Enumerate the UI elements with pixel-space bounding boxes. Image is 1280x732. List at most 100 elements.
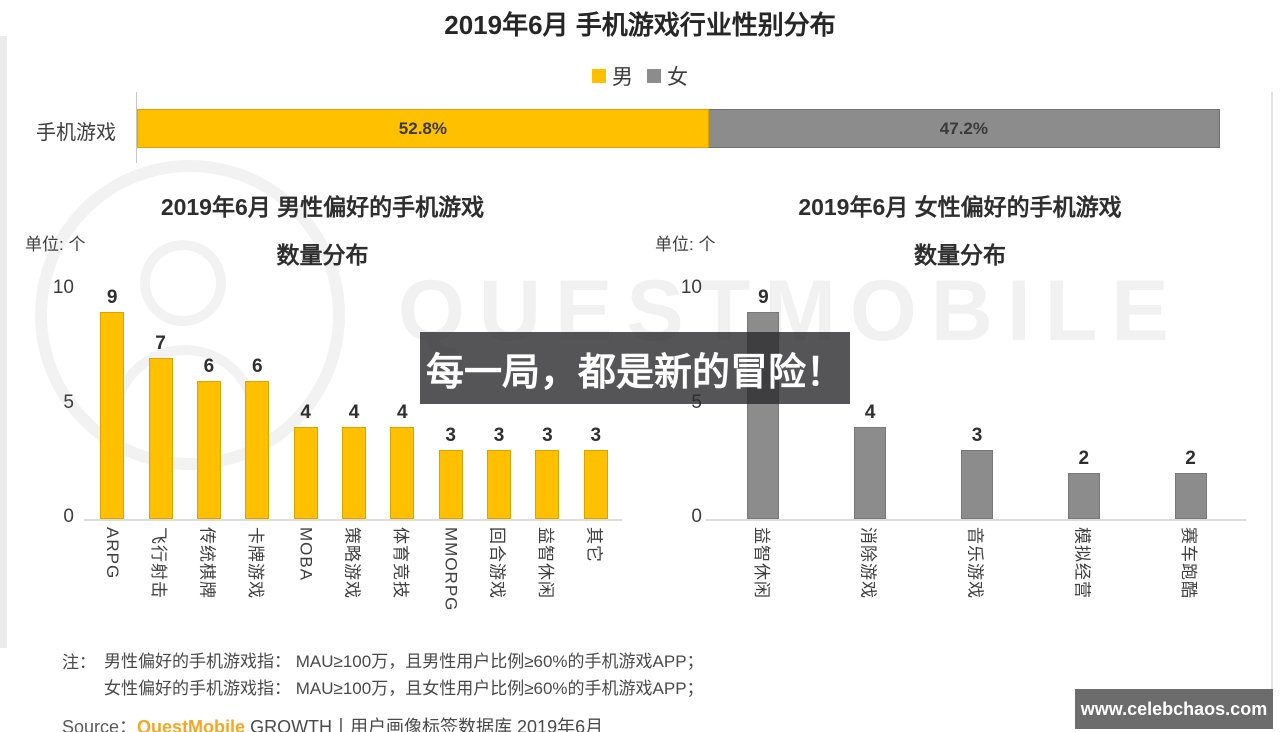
category-label-text: 益智休闲 (535, 527, 555, 599)
gender-bar-row-label: 手机游戏 (36, 122, 116, 144)
overlay-quote-box: 每一局，都是新的冒险！ (420, 332, 850, 404)
category-label-text: 音乐游戏 (965, 527, 985, 599)
overlay-quote-text: 每一局，都是新的冒险！ (425, 351, 844, 394)
bar-column: 3 (475, 270, 523, 519)
site-watermark-url: www.celebchaos.com (1080, 698, 1268, 719)
bar-value-label: 2 (1078, 448, 1090, 469)
male-chart-subtitle: 数量分布 (276, 242, 369, 268)
female-chart-category-labels: 益智休闲 消除游戏 音乐游戏 模拟经营 赛车跑酷 (710, 527, 1244, 652)
legend-male-label: 男 (612, 66, 633, 89)
bar-value-label: 2 (1185, 448, 1196, 469)
female-share-segment: 47.2% (708, 109, 1220, 148)
category-label-text: 飞行射击 (149, 527, 169, 599)
category-label-text: 其它 (584, 527, 604, 563)
footnote-line-female: 女性偏好的手机游戏指： MAU≥100万，且女性用户比例≥60%的手机游戏APP… (104, 679, 704, 698)
source-brand: QuestMobile (137, 717, 246, 732)
bar-value-label: 4 (348, 402, 360, 423)
category-label: MOBA (281, 527, 329, 652)
bar-value-label: 9 (758, 287, 769, 308)
category-label: 其它 (572, 527, 620, 652)
bar-column: 4 (330, 270, 378, 519)
female-chart-title: 2019年6月 女性偏好的手机游戏 (798, 194, 1122, 220)
category-label-text: 益智休闲 (751, 527, 771, 599)
category-label: 赛车跑酷 (1137, 527, 1244, 652)
footnote-line-male: 男性偏好的手机游戏指： MAU≥100万，且男性用户比例≥60%的手机游戏APP… (104, 652, 704, 671)
footnote-prefix: 注： (62, 653, 96, 672)
female-chart-baseline (706, 519, 1246, 521)
male-chart-ytick-0: 0 (63, 506, 74, 527)
bar-column: 4 (378, 270, 426, 519)
female-chart-unit-label: 单位: 个 (655, 235, 716, 254)
category-label: 音乐游戏 (924, 527, 1031, 652)
right-edge-line (1271, 92, 1273, 710)
legend-item-male: 男 (592, 61, 633, 91)
source-rest: GROWTH丨用户画像标签数据库 2019年6月 (245, 717, 604, 732)
bar-value-label: 3 (493, 425, 505, 446)
male-chart-plot: 9 7 6 6 4 4 4 3 3 3 3 (88, 270, 620, 519)
bar-column: 3 (523, 270, 571, 519)
category-label-text: MOBA (296, 527, 316, 582)
category-label: ARPG (88, 527, 136, 652)
source-label: Source： (62, 717, 138, 732)
site-watermark-badge: www.celebchaos.com (1075, 689, 1273, 729)
bar (341, 427, 366, 519)
bar (100, 312, 125, 519)
male-chart-unit-label: 单位: 个 (25, 235, 86, 254)
male-share-segment: 52.8% (137, 109, 709, 148)
bar (1174, 473, 1207, 519)
gender-stacked-bar: 52.8% 47.2% (137, 109, 1220, 148)
bar-column: 2 (1030, 270, 1137, 519)
legend-item-female: 女 (647, 61, 688, 91)
bar-column: 4 (281, 270, 329, 519)
male-chart-title: 2019年6月 男性偏好的手机游戏 (160, 194, 485, 220)
category-label-text: 策略游戏 (342, 527, 362, 599)
category-label-text: 模拟经营 (1072, 527, 1092, 599)
bar (1067, 473, 1100, 519)
bar (854, 427, 887, 519)
category-label: 体育竞技 (378, 527, 426, 652)
gender-legend: 男 女 (0, 61, 1280, 91)
male-chart-baseline (84, 519, 622, 521)
category-label-text: 体育竞技 (390, 527, 410, 599)
footnotes: 注： 男性偏好的手机游戏指： MAU≥100万，且男性用户比例≥60%的手机游戏… (62, 648, 704, 702)
bar (583, 450, 608, 519)
category-label-text: 卡牌游戏 (245, 527, 265, 599)
category-label: 飞行射击 (136, 527, 184, 652)
bar-value-label: 4 (864, 402, 876, 423)
bar-column: 6 (233, 270, 281, 519)
category-label-text: 赛车跑酷 (1179, 527, 1199, 599)
female-chart-ytick-0: 0 (691, 506, 702, 527)
bar-value-label: 3 (971, 425, 983, 446)
category-label: 传统棋牌 (185, 527, 233, 652)
bar-value-label: 6 (203, 356, 215, 377)
legend-female-label: 女 (667, 66, 688, 89)
bar (487, 450, 512, 519)
left-edge-strip (0, 36, 7, 648)
female-chart-subtitle: 数量分布 (914, 242, 1006, 268)
male-chart-category-labels: ARPG 飞行射击 传统棋牌 卡牌游戏 MOBA 策略游戏 体育竞技 MMORPG 回合游戏 益智… (88, 527, 620, 652)
bar-column: 3 (427, 270, 475, 519)
male-chart-ytick-5: 5 (63, 392, 74, 413)
female-share-value: 47.2% (939, 118, 988, 138)
bar-value-label: 6 (251, 356, 263, 377)
male-chart-ytick-10: 10 (52, 277, 74, 298)
category-label: 卡牌游戏 (233, 527, 281, 652)
bar (148, 358, 173, 519)
bar (293, 427, 318, 519)
bar (960, 450, 993, 519)
bar (196, 381, 221, 519)
source-line: Source：QuestMobile GROWTH丨用户画像标签数据库 2019… (62, 713, 603, 732)
category-label: 策略游戏 (330, 527, 378, 652)
category-label: 益智休闲 (710, 527, 817, 652)
gender-bar-axis-line (136, 92, 137, 163)
female-chart-ytick-10: 10 (680, 277, 702, 298)
bar (245, 381, 270, 519)
category-label-text: 回合游戏 (487, 527, 507, 599)
category-label: 消除游戏 (817, 527, 924, 652)
category-label-text: ARPG (103, 527, 123, 580)
bar-value-label: 3 (590, 425, 602, 446)
bar-column: 3 (924, 270, 1031, 519)
bar-value-label: 4 (300, 402, 311, 423)
bar-value-label: 9 (106, 287, 118, 308)
